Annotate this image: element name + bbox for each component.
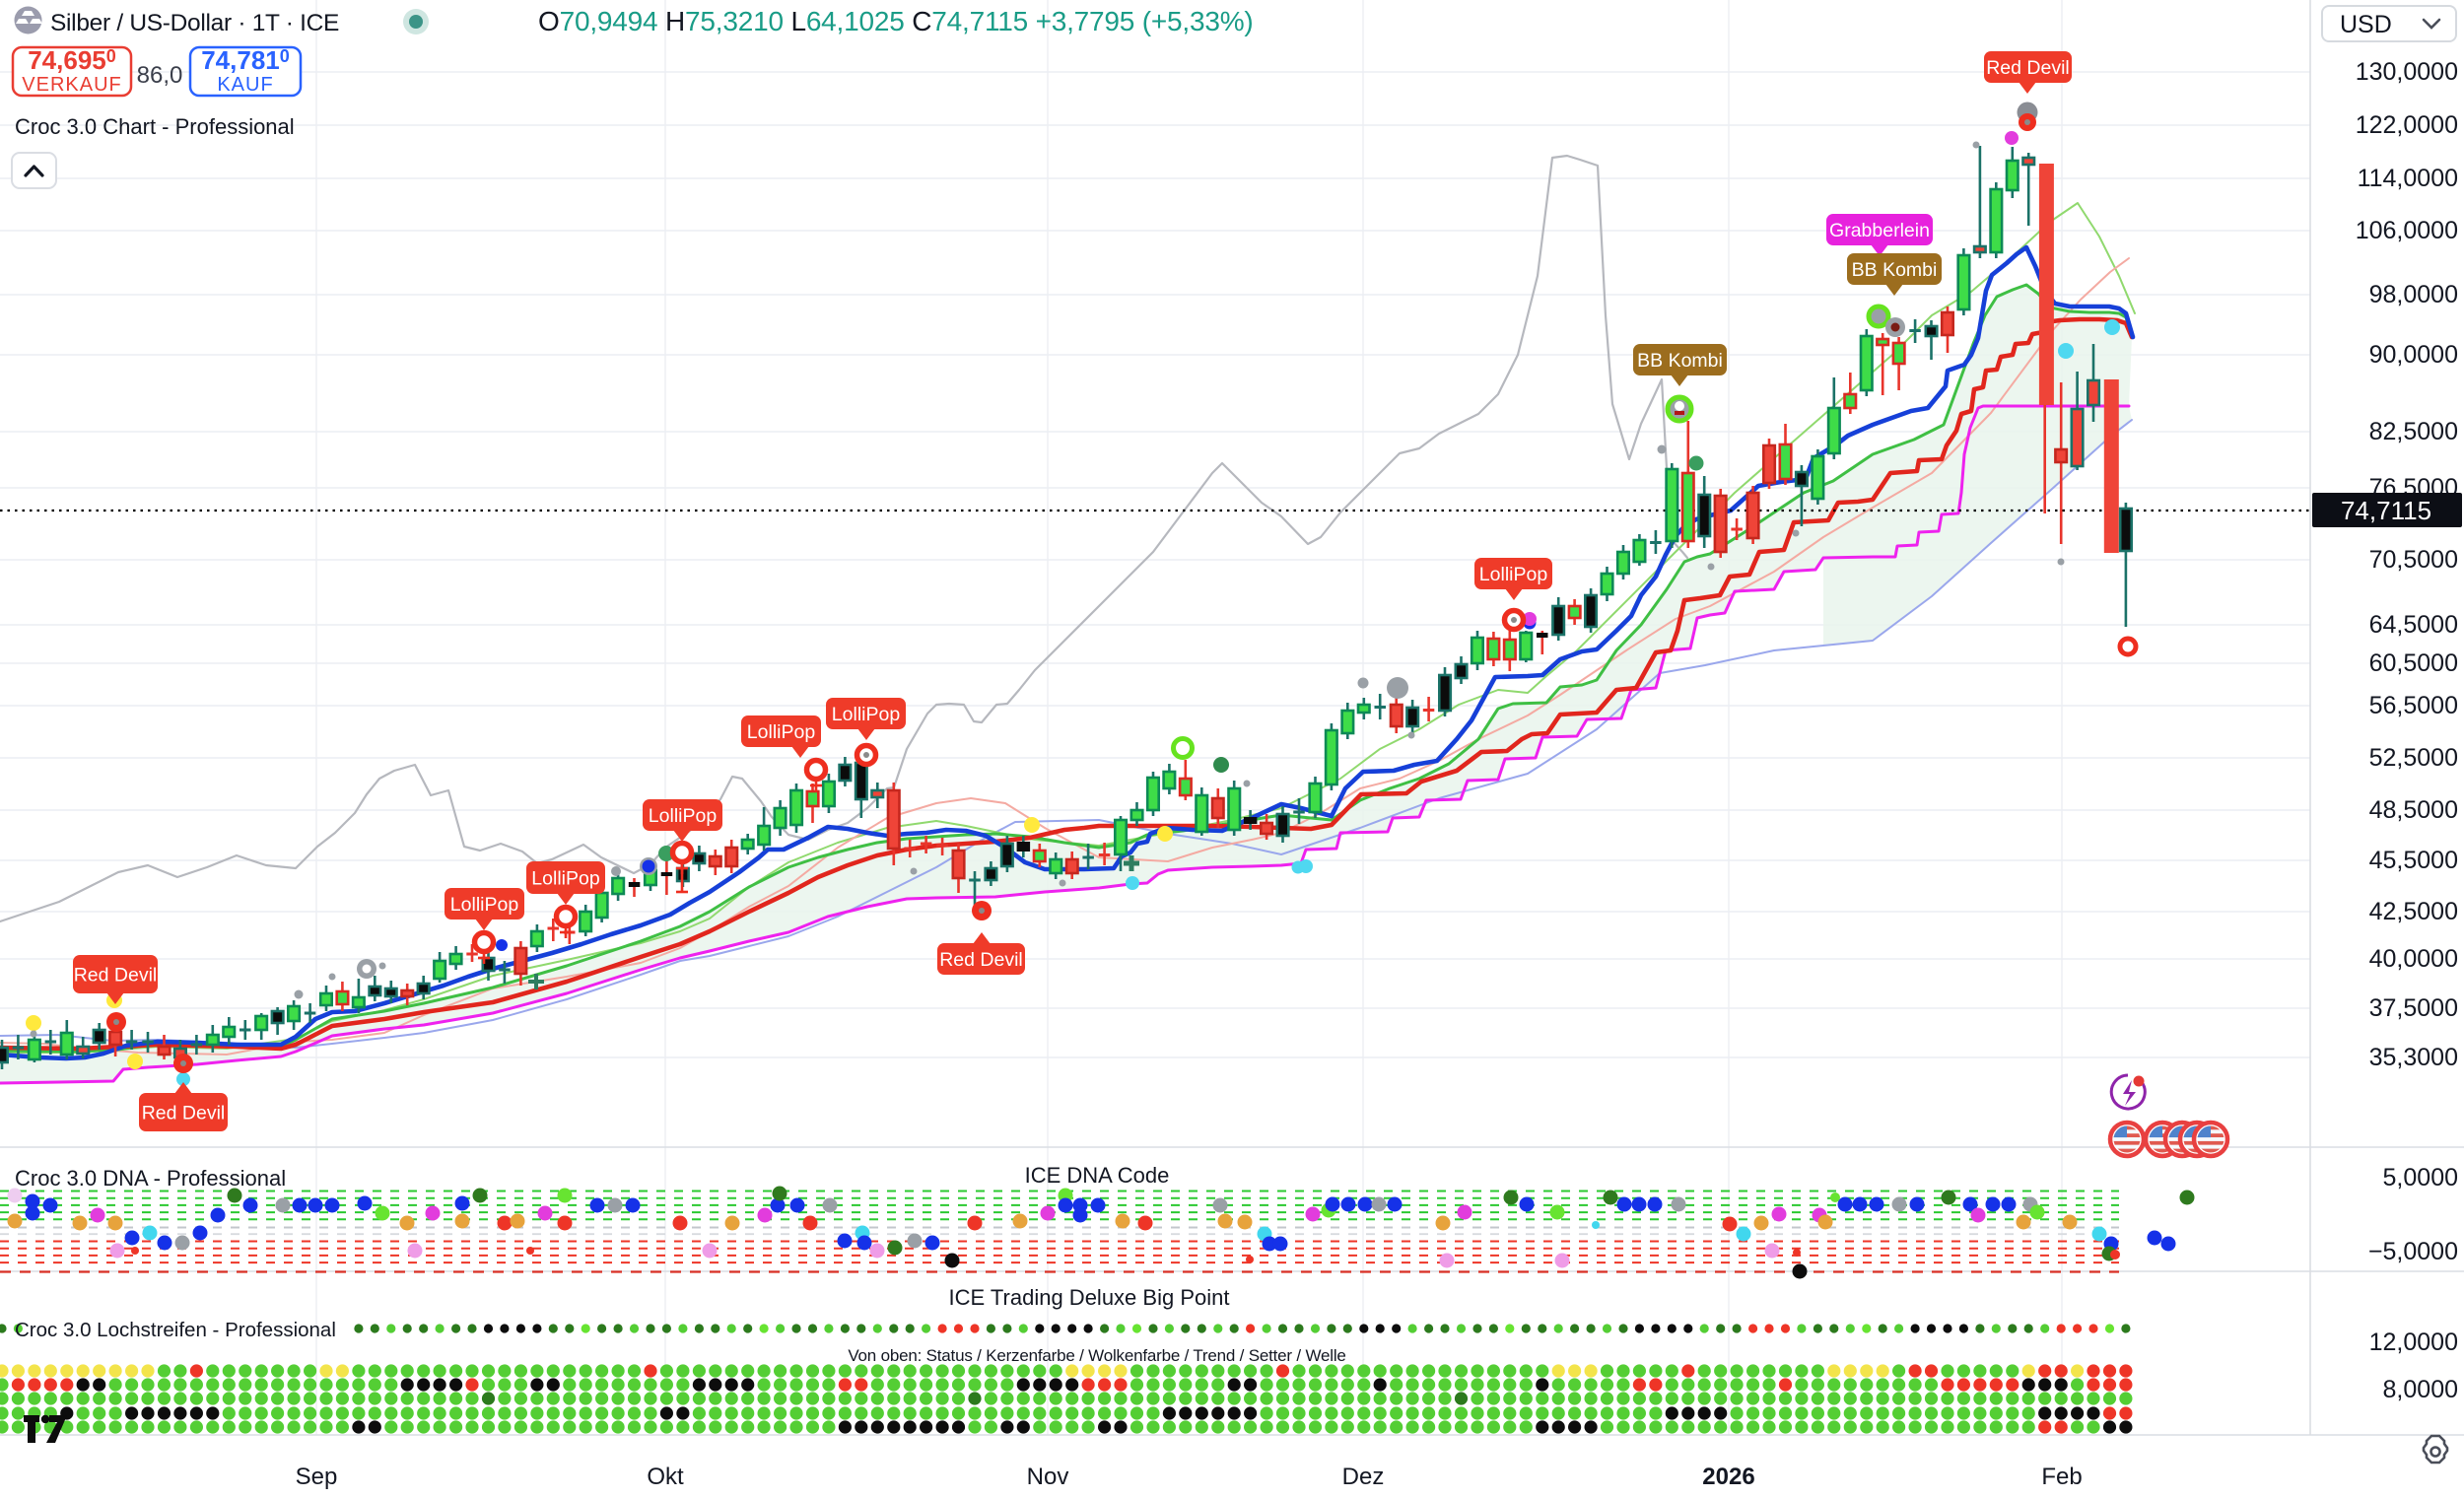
svg-text:Silber / US-Dollar · 1T · ICE: Silber / US-Dollar · 1T · ICE xyxy=(50,10,339,36)
svg-text:122,0000: 122,0000 xyxy=(2356,111,2458,139)
svg-text:KAUF: KAUF xyxy=(217,74,273,96)
svg-text:LolliPop: LolliPop xyxy=(450,894,519,916)
svg-text:60,5000: 60,5000 xyxy=(2369,649,2458,677)
svg-text:37,5000: 37,5000 xyxy=(2369,994,2458,1022)
svg-text:VERKAUF: VERKAUF xyxy=(22,74,121,96)
svg-text:42,5000: 42,5000 xyxy=(2369,898,2458,925)
svg-text:12,0000: 12,0000 xyxy=(2369,1329,2458,1356)
svg-text:ICE DNA Code: ICE DNA Code xyxy=(1025,1163,1170,1188)
svg-text:70,5000: 70,5000 xyxy=(2369,546,2458,574)
svg-text:O70,9494 H75,3210 L64,1025 C74: O70,9494 H75,3210 L64,1025 C74,7115 +3,7… xyxy=(538,6,1254,36)
svg-text:Sep: Sep xyxy=(296,1464,338,1490)
svg-text:74,6950: 74,6950 xyxy=(28,45,116,75)
svg-text:Croc 3.0 DNA - Professional: Croc 3.0 DNA - Professional xyxy=(15,1166,286,1191)
svg-text:64,5000: 64,5000 xyxy=(2369,611,2458,639)
svg-text:−5,0000: −5,0000 xyxy=(2368,1238,2458,1265)
svg-text:BB Kombi: BB Kombi xyxy=(1637,350,1723,372)
svg-text:74,7115: 74,7115 xyxy=(2341,496,2431,525)
svg-text:98,0000: 98,0000 xyxy=(2369,281,2458,308)
svg-text:BB Kombi: BB Kombi xyxy=(1852,259,1938,281)
svg-text:LolliPop: LolliPop xyxy=(649,805,718,827)
svg-text:130,0000: 130,0000 xyxy=(2356,58,2458,86)
svg-text:Grabberlein: Grabberlein xyxy=(1829,220,1930,241)
svg-text:Red Devil: Red Devil xyxy=(142,1103,226,1124)
svg-text:Croc 3.0 Lochstreifen - Profes: Croc 3.0 Lochstreifen - Professional xyxy=(15,1319,336,1341)
svg-text:Red Devil: Red Devil xyxy=(1986,57,2070,79)
svg-text:LolliPop: LolliPop xyxy=(832,704,901,725)
svg-text:52,5000: 52,5000 xyxy=(2369,744,2458,772)
svg-text:LolliPop: LolliPop xyxy=(531,868,600,890)
svg-text:ICE Trading Deluxe Big Point: ICE Trading Deluxe Big Point xyxy=(949,1285,1230,1310)
svg-text:Red Devil: Red Devil xyxy=(939,949,1023,971)
svg-text:LolliPop: LolliPop xyxy=(1479,564,1548,585)
svg-text:45,5000: 45,5000 xyxy=(2369,847,2458,874)
svg-text:35,3000: 35,3000 xyxy=(2369,1044,2458,1071)
svg-text:2026: 2026 xyxy=(1702,1464,1754,1490)
svg-text:86,0: 86,0 xyxy=(137,62,183,89)
svg-text:Dez: Dez xyxy=(1342,1464,1385,1490)
svg-text:114,0000: 114,0000 xyxy=(2358,165,2458,192)
svg-text:90,0000: 90,0000 xyxy=(2369,341,2458,369)
svg-text:74,7810: 74,7810 xyxy=(201,45,290,75)
svg-text:Okt: Okt xyxy=(647,1464,684,1490)
svg-text:Red Devil: Red Devil xyxy=(74,965,158,987)
svg-text:Von oben: Status / Kerzenfarbe: Von oben: Status / Kerzenfarbe / Wolkenf… xyxy=(848,1346,1345,1365)
svg-text:Croc 3.0 Chart - Professional: Croc 3.0 Chart - Professional xyxy=(15,114,295,139)
svg-text:8,0000: 8,0000 xyxy=(2383,1376,2458,1403)
svg-text:48,5000: 48,5000 xyxy=(2369,796,2458,824)
svg-text:Feb: Feb xyxy=(2041,1464,2082,1490)
svg-text:82,5000: 82,5000 xyxy=(2369,418,2458,445)
svg-text:56,5000: 56,5000 xyxy=(2369,692,2458,719)
svg-text:LolliPop: LolliPop xyxy=(747,721,816,743)
svg-text:5,0000: 5,0000 xyxy=(2383,1164,2458,1192)
svg-text:USD: USD xyxy=(2340,11,2392,38)
svg-text:40,0000: 40,0000 xyxy=(2369,945,2458,973)
svg-text:106,0000: 106,0000 xyxy=(2356,217,2458,244)
svg-text:Nov: Nov xyxy=(1027,1464,1069,1490)
